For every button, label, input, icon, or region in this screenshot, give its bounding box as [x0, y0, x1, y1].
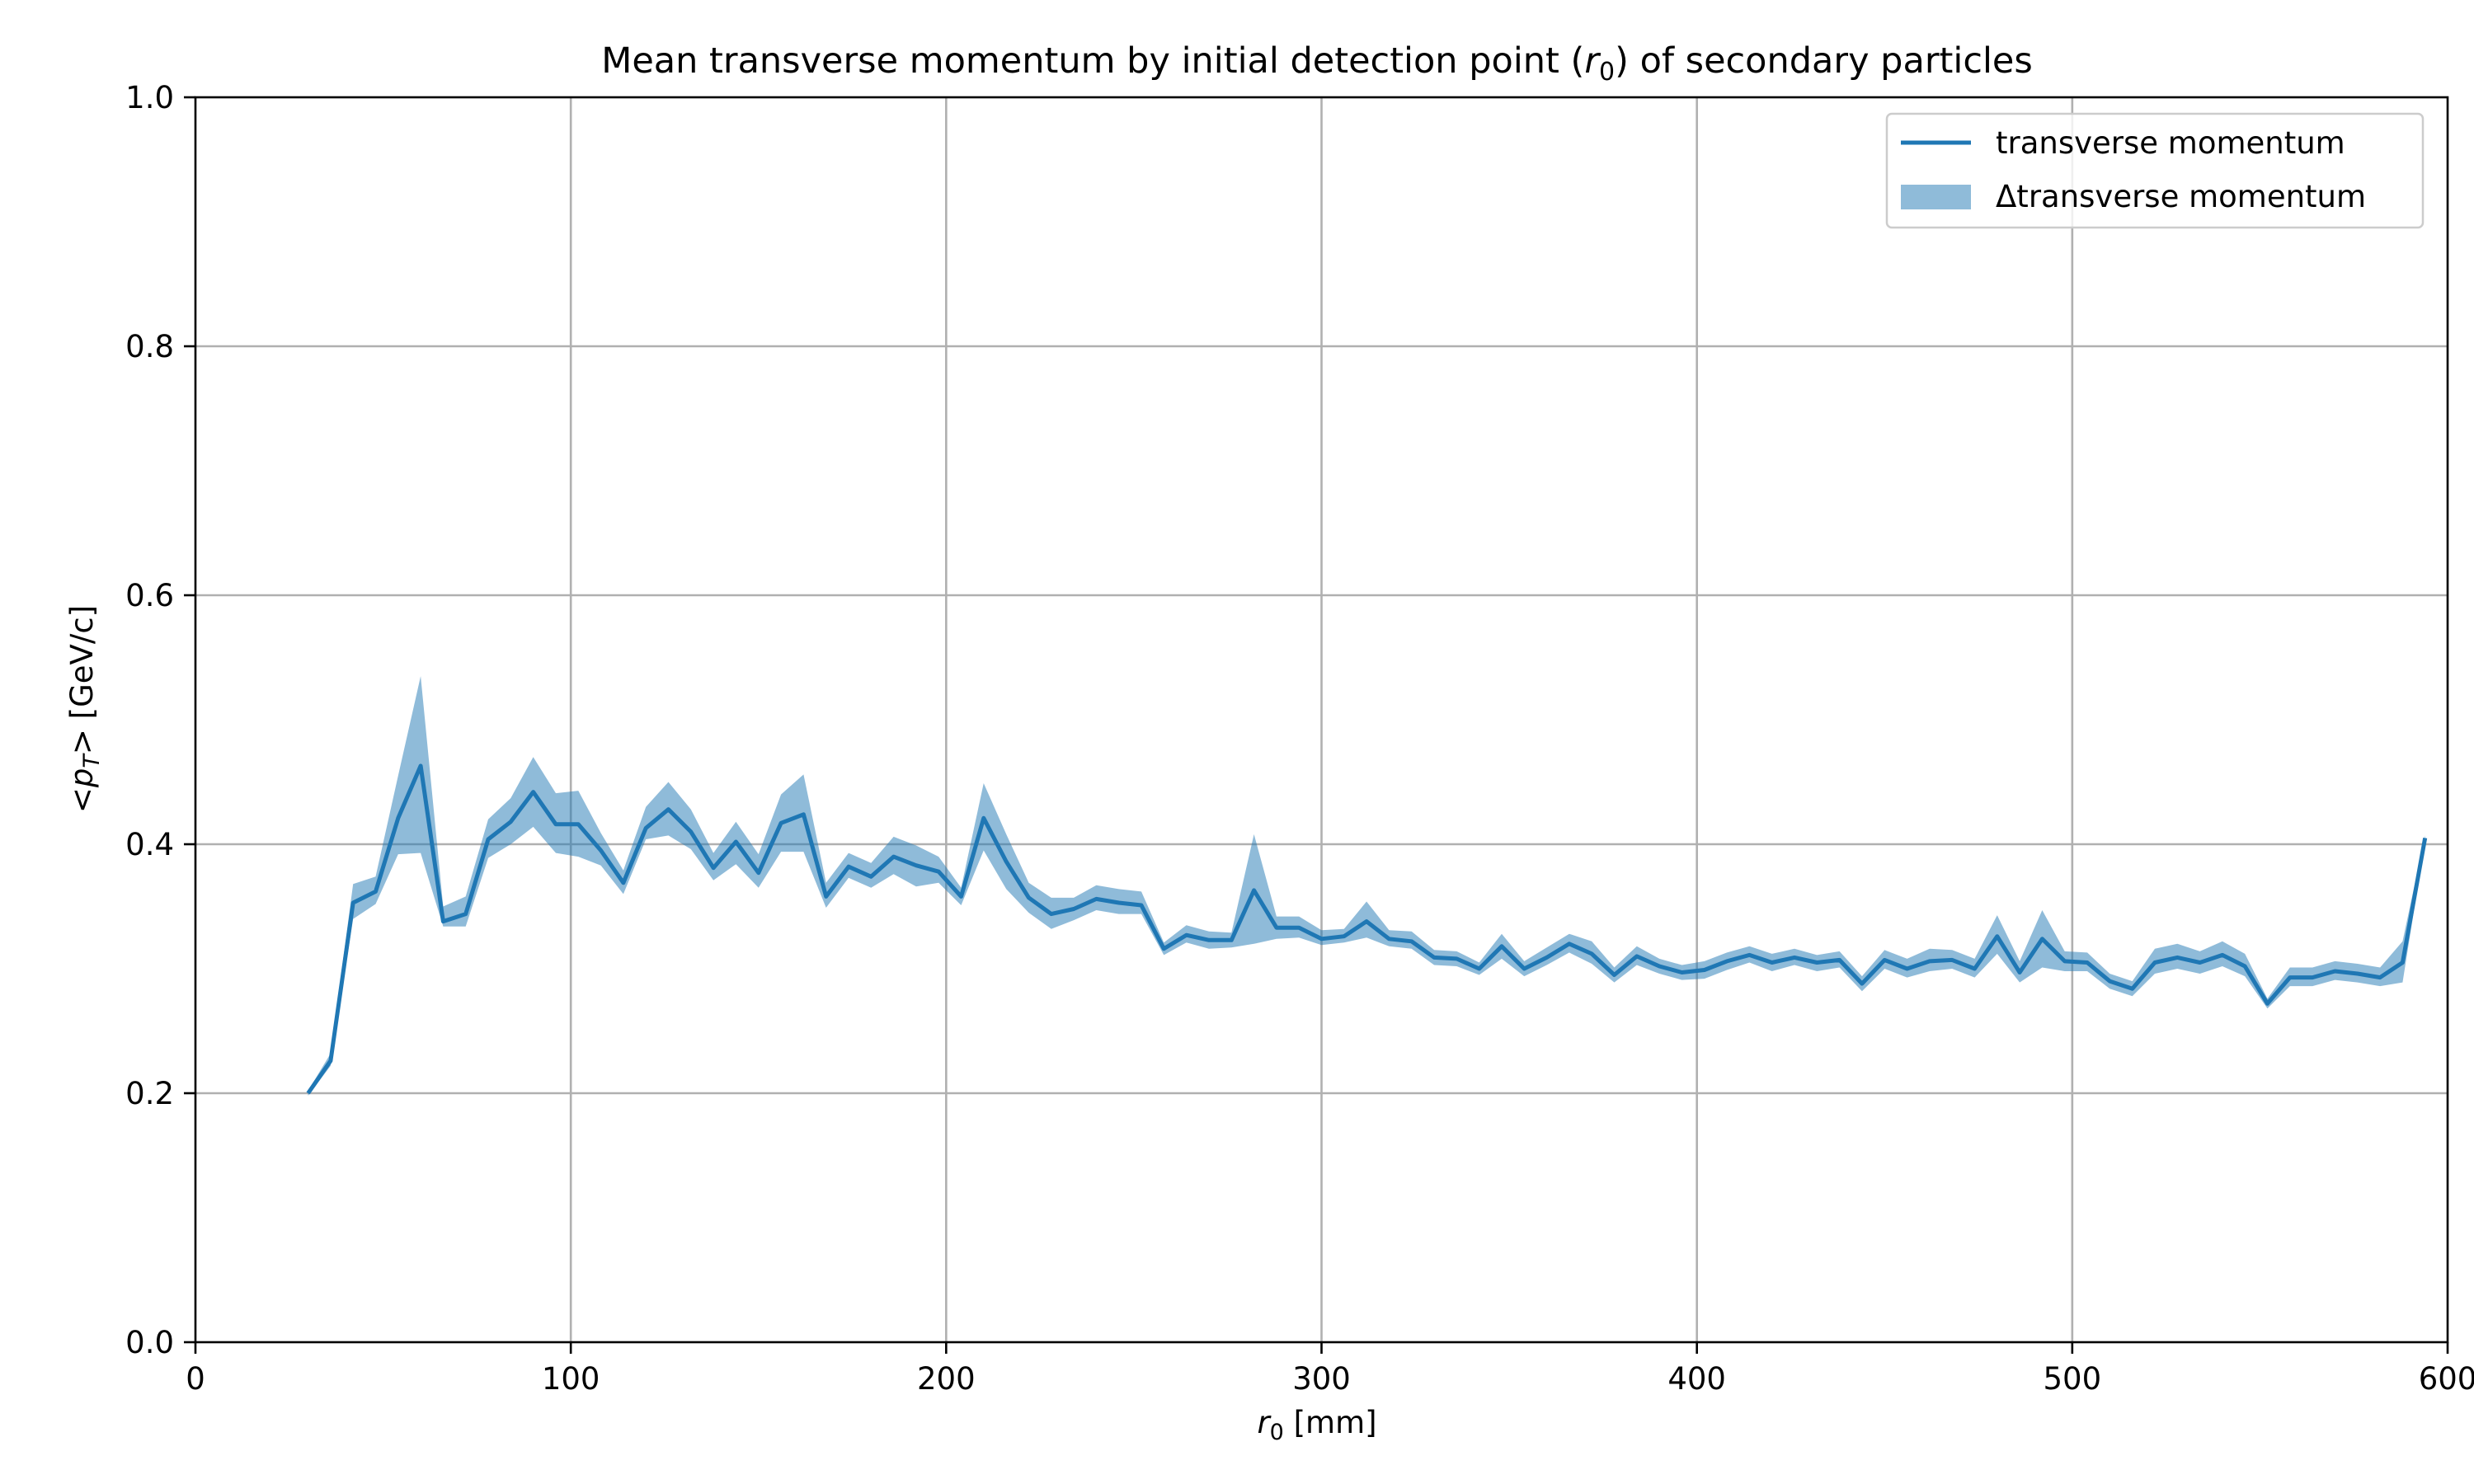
chart-title-sub: 0	[1599, 58, 1615, 87]
chart-title: Mean transverse momentum by initial dete…	[601, 40, 2033, 87]
legend-band-swatch	[1901, 185, 1971, 209]
x-tick-label-1: 100	[542, 1361, 600, 1397]
x-axis-label-rest: [mm]	[1284, 1405, 1377, 1440]
y-tick-label-2: 0.4	[125, 827, 174, 862]
y-tick-label-0: 0.0	[125, 1325, 174, 1360]
x-tick-label-4: 400	[1667, 1361, 1726, 1397]
y-axis-label-sub: T	[79, 753, 105, 768]
x-tick-label-5: 500	[2044, 1361, 2102, 1397]
x-axis-label: r0 [mm]	[1257, 1405, 1376, 1445]
legend-label-transverse-momentum: transverse momentum	[1996, 125, 2345, 161]
y-tick-label-3: 0.6	[125, 578, 174, 613]
x-tick-label-0: 0	[186, 1361, 205, 1397]
y-tick-label-4: 0.8	[125, 329, 174, 364]
x-axis-label-sub: 0	[1270, 1420, 1284, 1445]
chart-title-part-before: Mean transverse momentum by initial dete…	[601, 40, 1584, 82]
y-tick-label-5: 1.0	[125, 80, 174, 115]
x-tick-label-2: 200	[917, 1361, 976, 1397]
y-axis-label-open: <	[64, 787, 100, 813]
y-axis-label: <pT> [GeV/c]	[64, 605, 105, 813]
legend-box	[1885, 112, 2425, 229]
legend: transverse momentum Δtransverse momentum	[1885, 112, 2425, 229]
chart-title-var: r	[1584, 40, 1601, 82]
y-tick-label-1: 0.2	[125, 1076, 174, 1111]
y-axis-label-rest: > [GeV/c]	[64, 605, 100, 754]
legend-label-delta-transverse-momentum: Δtransverse momentum	[1996, 179, 2366, 214]
x-tick-label-3: 300	[1292, 1361, 1351, 1397]
chart-title-part-after: ) of secondary particles	[1615, 40, 2033, 82]
y-axis-label-var: p	[64, 768, 100, 789]
x-tick-label-6: 600	[2419, 1361, 2474, 1397]
grid	[195, 97, 2448, 1342]
transverse-momentum-line	[306, 763, 2428, 1095]
x-axis-ticks: 0 100 200 300 400 500 600	[186, 1342, 2474, 1397]
x-axis-label-var: r	[1257, 1405, 1272, 1440]
plot-area: 0 100 200 300 400 500 600 0.0 0.2 0.4 0.6 0.8 1.0	[125, 80, 2474, 1397]
y-axis-ticks: 0.0 0.2 0.4 0.6 0.8 1.0	[125, 80, 195, 1360]
